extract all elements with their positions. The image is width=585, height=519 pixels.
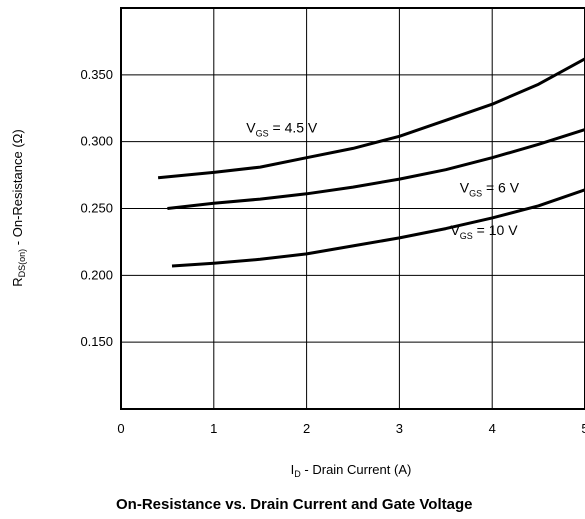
plot-frame	[120, 7, 585, 410]
series-line-1	[157, 57, 585, 180]
x-tick-label: 2	[303, 421, 310, 436]
grid-lines	[121, 8, 585, 409]
y-axis-label: RDS(on) - On-Resistance (Ω)	[10, 129, 27, 286]
x-tick-label: 3	[396, 421, 403, 436]
series-label-3: VGS = 10 V	[450, 222, 518, 241]
chart-title: On-Resistance vs. Drain Current and Gate…	[116, 496, 472, 513]
y-tick-label: 0.200	[80, 267, 113, 282]
series-labels: VGS = 4.5 V VGS = 6 V VGS = 10 V	[246, 119, 519, 241]
x-tick-label: 5	[581, 421, 585, 436]
series-label-1: VGS = 4.5 V	[246, 119, 318, 138]
series-line-3	[171, 188, 585, 268]
series-line-2	[167, 128, 585, 210]
series-label-2: VGS = 6 V	[460, 179, 520, 198]
tick-labels: 0 1 2 3 4 5 0.150 0.200 0.250 0.300 0.350	[80, 67, 585, 436]
x-tick-label: 1	[210, 421, 217, 436]
series-lines	[157, 57, 585, 268]
x-tick-label: 0	[117, 421, 124, 436]
y-tick-label: 0.350	[80, 67, 113, 82]
y-tick-label: 0.150	[80, 334, 113, 349]
x-tick-label: 4	[489, 421, 496, 436]
y-tick-label: 0.250	[80, 201, 113, 216]
y-tick-label: 0.300	[80, 134, 113, 149]
x-axis-label: ID - Drain Current (A)	[291, 462, 412, 479]
